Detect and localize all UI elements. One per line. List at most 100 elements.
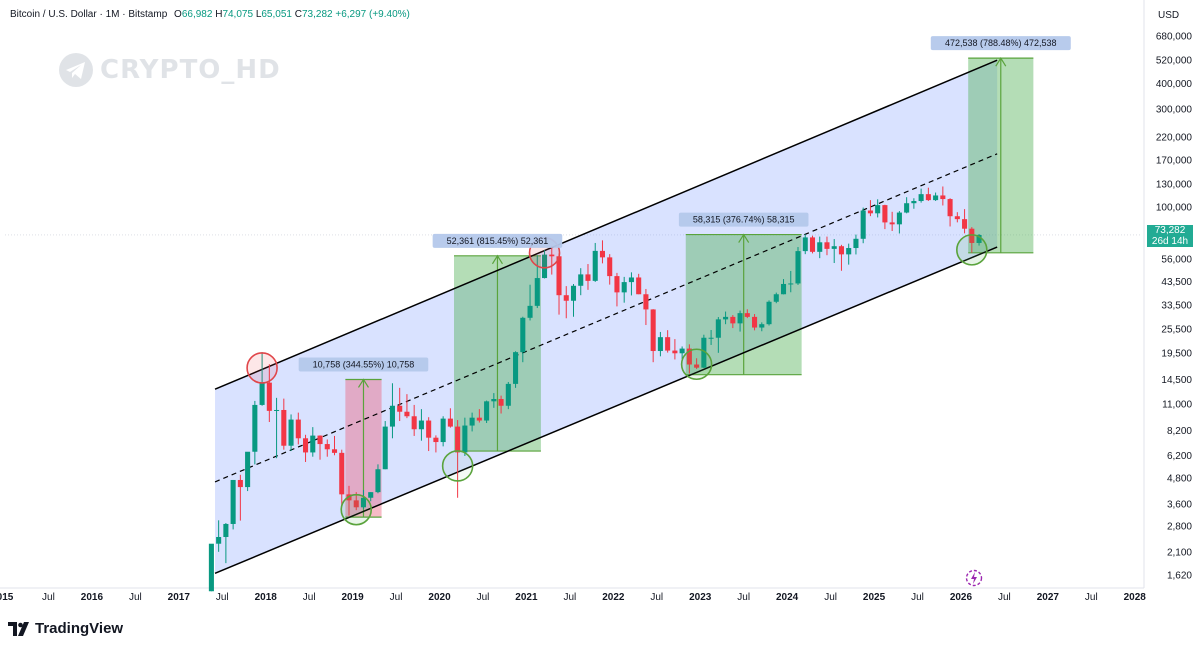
candle-body	[976, 234, 982, 243]
time-tick-label: Jul	[737, 592, 750, 603]
price-tick-label: 11,000	[1162, 400, 1192, 411]
candle-body	[867, 210, 873, 214]
candle-body	[831, 246, 837, 249]
price-tick-label: 19,500	[1161, 349, 1192, 360]
price-tick-label: 56,000	[1161, 254, 1192, 265]
candle-body	[809, 237, 816, 252]
candle-body	[585, 274, 591, 281]
candle-body	[737, 313, 743, 324]
price-tick-label: 43,500	[1161, 277, 1192, 288]
time-tick-label: Jul	[824, 592, 837, 603]
candle-body	[882, 205, 888, 223]
flash-icon[interactable]	[964, 568, 984, 588]
candle-body	[208, 543, 214, 592]
currency-label: USD	[1158, 10, 1180, 21]
measure-labels: 10,758 (344.55%) 10,758 52,361 (815.45%) …	[298, 36, 1071, 372]
candle-body	[375, 469, 381, 493]
candle-body	[802, 237, 808, 252]
pivot-circle	[340, 493, 373, 526]
candle-body	[599, 250, 606, 258]
candle-body	[382, 426, 388, 470]
measure-arrow-head	[357, 378, 369, 388]
candle-body	[484, 401, 490, 421]
candle-body	[469, 417, 475, 426]
candle-body	[788, 283, 794, 285]
high-value: 74,075	[222, 9, 254, 20]
measure-label-box	[678, 212, 809, 227]
candle-body	[636, 277, 642, 295]
candle-body	[455, 426, 461, 453]
candle-body	[657, 337, 663, 352]
candle-body	[896, 212, 902, 225]
candle-body	[237, 479, 243, 488]
price-tick-label: 25,500	[1161, 325, 1192, 336]
time-tick-label: 2026	[950, 592, 973, 603]
time-tick-label: Jul	[911, 592, 924, 603]
measure-arrow-head	[738, 233, 750, 243]
price-tick-label: 220,000	[1156, 132, 1193, 143]
time-axis[interactable]: 015 Jul 2016 Jul 2017 Jul 2018 Jul 2019 Jul 2020 Ju…	[0, 592, 1146, 603]
time-tick-label: 2021	[515, 592, 538, 603]
time-tick-label: 015	[0, 592, 14, 603]
candle-body	[549, 254, 555, 257]
candle-body	[780, 283, 787, 295]
time-tick-label: Jul	[303, 592, 316, 603]
candle-body	[933, 195, 939, 201]
candle-body	[918, 194, 924, 202]
candle-body	[838, 246, 844, 255]
candle-body	[556, 256, 562, 296]
measure-arrow-head	[491, 254, 503, 265]
symbol-title: Bitcoin / U.S. Dollar · 1M · Bitstamp	[10, 9, 168, 20]
price-tick-label: 33,500	[1161, 300, 1192, 311]
pivot-circle	[956, 234, 988, 266]
candle-body	[317, 435, 323, 445]
channel-area	[215, 60, 998, 574]
candle-body	[498, 398, 504, 406]
candle-body	[563, 295, 569, 301]
candle-body	[904, 203, 910, 213]
tradingview-brand: TradingView	[35, 620, 124, 637]
gridlines	[0, 0, 1145, 589]
candle-body	[773, 294, 779, 302]
time-tick-label: Jul	[650, 592, 663, 603]
time-tick-label: Jul	[563, 592, 576, 603]
time-tick-label: 2019	[341, 592, 364, 603]
candle-body	[513, 352, 519, 384]
candle-body	[252, 404, 258, 452]
candle-body	[824, 242, 830, 249]
candle-body	[643, 294, 649, 310]
time-tick-label: 2025	[863, 592, 886, 603]
candle-body	[694, 364, 700, 368]
price-tick-label: 2,100	[1167, 547, 1192, 558]
candle-body	[628, 277, 634, 283]
tradingview-logo[interactable]: TradingView	[8, 620, 123, 637]
price-tick-label: 520,000	[1156, 56, 1193, 67]
time-tick-label: 2020	[428, 592, 451, 603]
time-tick-label: 2017	[168, 592, 191, 603]
candle-body	[295, 419, 301, 439]
candle-body	[462, 425, 468, 453]
candle-body	[331, 449, 338, 453]
candle-body	[324, 444, 330, 450]
candle-body	[708, 337, 714, 339]
candle-body	[730, 316, 736, 324]
channel-fill	[215, 60, 998, 574]
candle-body	[281, 409, 287, 446]
price-tick-label: 300,000	[1156, 105, 1193, 116]
candle-body	[491, 398, 497, 402]
candle-body	[259, 382, 265, 405]
time-tick-label: Jul	[998, 592, 1011, 603]
channel-upper-line	[214, 59, 998, 390]
candle-body	[853, 238, 859, 249]
price-tick-label: 14,500	[1161, 375, 1192, 386]
candle-body	[245, 451, 251, 488]
symbol-legend: Bitcoin / U.S. Dollar · 1M · Bitstamp O6…	[10, 9, 410, 20]
watermark-text: CRYPTO_HD	[100, 55, 281, 85]
candle-body	[397, 405, 403, 412]
price-axis[interactable]: 680,000 520,000 400,000 300,000 220,000 170,0…	[1156, 32, 1193, 582]
pivot-circle	[680, 348, 713, 381]
time-tick-label: 2024	[776, 592, 799, 603]
close-value: 73,282	[301, 9, 333, 20]
candle-body	[527, 305, 533, 318]
